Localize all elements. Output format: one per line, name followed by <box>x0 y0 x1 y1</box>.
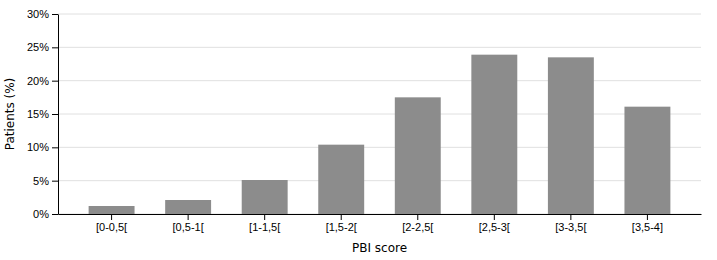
x-tick-mark <box>494 214 495 220</box>
y-tick-mark <box>52 14 58 15</box>
bar <box>471 55 517 214</box>
y-tick-mark <box>52 114 58 115</box>
bars <box>89 55 671 214</box>
bar <box>89 206 135 214</box>
x-tick: [3-3,5[ <box>555 214 586 233</box>
x-tick: [2,5-3[ <box>479 214 510 233</box>
y-tick-label: 10% <box>27 141 49 153</box>
grid <box>58 14 701 214</box>
x-tick: [0-0,5[ <box>96 214 127 233</box>
x-tick-label: [0,5-1[ <box>173 221 204 233</box>
grid-line <box>58 14 701 15</box>
y-tick-label: 15% <box>27 108 49 120</box>
x-tick-mark <box>647 214 648 220</box>
x-tick: [2-2,5[ <box>402 214 433 233</box>
y-tick: 20% <box>27 75 58 87</box>
y-tick-mark <box>52 47 58 48</box>
x-tick-label: [3-3,5[ <box>555 221 586 233</box>
x-tick-mark <box>417 214 418 220</box>
y-tick-label: 0% <box>33 208 49 220</box>
bar <box>318 145 364 214</box>
x-tick-label: [3,5-4] <box>632 221 663 233</box>
bar <box>548 57 594 214</box>
y-tick-mark <box>52 214 58 215</box>
grid-line <box>58 47 701 48</box>
plot: [0-0,5[ [0,5-1[ [1-1,5[ [1,5-2[ [2-2,5[ [2,5-… <box>27 8 702 233</box>
y-tick: 30% <box>27 8 58 20</box>
bar <box>624 107 670 214</box>
x-tick-label: [2-2,5[ <box>402 221 433 233</box>
x-tick-label: [2,5-3[ <box>479 221 510 233</box>
grid-line <box>58 180 701 181</box>
x-tick: [1,5-2[ <box>326 214 357 233</box>
x-tick: [0,5-1[ <box>173 214 204 233</box>
grid-line <box>58 214 701 215</box>
y-tick: 15% <box>27 108 58 120</box>
y-tick-label: 30% <box>27 8 49 20</box>
x-tick-mark <box>341 214 342 220</box>
y-axis-title: Patients (%) <box>3 78 17 151</box>
y-tick-label: 25% <box>27 41 49 53</box>
y-tick: 0% <box>33 208 58 220</box>
bar <box>165 200 211 214</box>
x-tick: [3,5-4] <box>632 214 663 233</box>
x-axis: [0-0,5[ [0,5-1[ [1-1,5[ [1,5-2[ [2-2,5[ [2,5-… <box>59 214 702 233</box>
grid-line <box>58 147 701 148</box>
y-tick-label: 20% <box>27 75 49 87</box>
x-tick-mark <box>188 214 189 220</box>
y-tick-label: 5% <box>33 175 49 187</box>
grid-line <box>58 114 701 115</box>
y-tick-mark <box>52 81 58 82</box>
y-tick-mark <box>52 181 58 182</box>
x-tick-label: [1,5-2[ <box>326 221 357 233</box>
grid-line <box>58 80 701 81</box>
x-axis-title: PBI score <box>352 241 407 255</box>
bar <box>395 97 441 214</box>
y-tick-mark <box>52 147 58 148</box>
y-axis-line <box>58 15 59 215</box>
x-tick-mark <box>264 214 265 220</box>
x-tick-label: [0-0,5[ <box>96 221 127 233</box>
y-tick: 5% <box>33 175 58 187</box>
chart: [0-0,5[ [0,5-1[ [1-1,5[ [1,5-2[ [2-2,5[ [2,5-… <box>0 0 717 260</box>
y-axis: 0% 5% 10% 15% 20% 25% 30% <box>27 8 59 220</box>
x-tick-mark <box>111 214 112 220</box>
x-tick-label: [1-1,5[ <box>249 221 280 233</box>
y-tick: 25% <box>27 41 58 53</box>
x-tick-mark <box>570 214 571 220</box>
x-axis-line <box>59 214 702 215</box>
y-tick: 10% <box>27 141 58 153</box>
x-tick: [1-1,5[ <box>249 214 280 233</box>
bar <box>242 180 288 214</box>
